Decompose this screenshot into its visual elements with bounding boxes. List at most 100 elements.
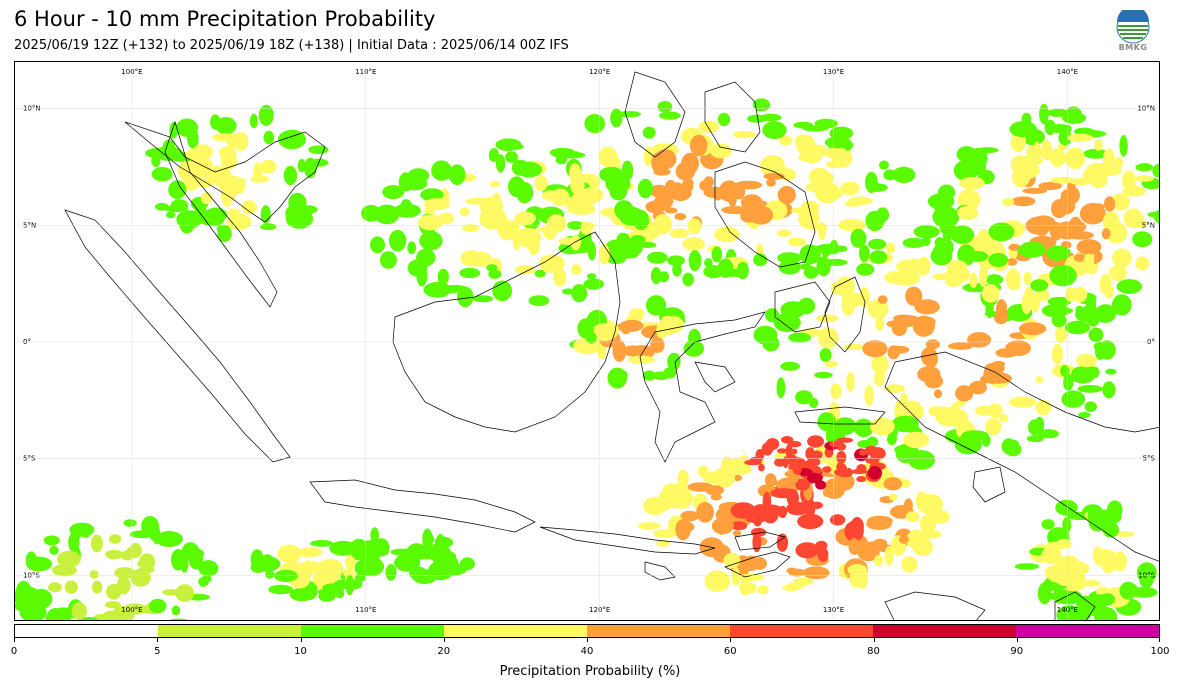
colorbar-tick-label: 80 (867, 646, 880, 657)
colorbar-tick (873, 638, 875, 642)
precipitation-cell (364, 547, 390, 557)
precipitation-cell (1076, 239, 1102, 255)
precipitation-cell (677, 469, 689, 488)
precipitation-cell (790, 207, 810, 214)
precipitation-cell (757, 585, 769, 595)
precipitation-cell (730, 502, 756, 519)
precipitation-cell (175, 584, 195, 602)
precipitation-cell (1037, 582, 1052, 605)
precipitation-cell (687, 482, 714, 492)
colorbar-label: Precipitation Probability (%) (499, 664, 681, 679)
precipitation-cell (869, 250, 888, 264)
precipitation-cell (165, 211, 176, 219)
precipitation-cell (1118, 256, 1129, 268)
precipitation-cell (830, 383, 842, 400)
precipitation-cell (584, 114, 605, 134)
precipitation-cell (201, 574, 212, 583)
precipitation-cell (704, 258, 713, 268)
precipitation-cell (263, 130, 275, 145)
precipitation-cell (104, 601, 121, 609)
precipitation-cell (169, 618, 188, 620)
precipitation-cell (824, 147, 848, 159)
precipitation-cell (987, 403, 1003, 418)
precipitation-cell (903, 431, 930, 449)
precipitation-cell (268, 584, 294, 595)
precipitation-cell (1121, 176, 1136, 189)
precipitation-cell (714, 226, 740, 243)
precipitation-cell (1073, 127, 1095, 136)
precipitation-cell (991, 223, 1011, 239)
precipitation-cell (459, 267, 481, 279)
precipitation-cell (1122, 185, 1146, 197)
precipitation-cell (516, 161, 542, 178)
precipitation-cell (864, 445, 878, 456)
precipitation-cell (859, 287, 870, 308)
precipitation-cell (876, 365, 885, 379)
precipitation-cell (752, 98, 771, 112)
precipitation-cell (819, 348, 832, 362)
precipitation-cell (667, 255, 685, 266)
precipitation-cell (764, 473, 777, 487)
precipitation-cell (137, 572, 151, 581)
precipitation-cell (120, 550, 135, 561)
precipitation-cell (1105, 368, 1117, 375)
precipitation-cell (924, 350, 938, 369)
precipitation-cell (905, 511, 920, 523)
precipitation-cell (704, 570, 731, 592)
precipitation-cell (1008, 243, 1021, 251)
precipitation-cell (534, 175, 548, 191)
precipitation-cell (996, 299, 1008, 321)
precipitation-cell (400, 199, 413, 213)
precipitation-cell (265, 570, 275, 579)
precipitation-cell (902, 237, 926, 248)
precipitation-cell (220, 151, 238, 170)
precipitation-cell (213, 209, 222, 227)
precipitation-cell (15, 592, 28, 604)
precipitation-cell (1075, 305, 1084, 314)
precipitation-cell (1035, 376, 1044, 384)
precipitation-cell (995, 348, 1018, 358)
precipitation-cell (171, 549, 185, 571)
precipitation-cell (934, 389, 942, 399)
precipitation-cell (908, 529, 924, 551)
precipitation-cell (43, 535, 60, 546)
precipitation-cell (431, 160, 452, 181)
precipitation-cell (580, 221, 592, 235)
precipitation-cell (950, 225, 975, 244)
precipitation-cell (728, 193, 737, 207)
precipitation-cell (675, 162, 696, 181)
precipitation-cell (423, 282, 452, 298)
precipitation-cell (932, 206, 960, 228)
precipitation-cell (508, 176, 526, 198)
precipitation-cell (843, 343, 865, 351)
precipitation-cell (470, 251, 492, 267)
precipitation-cell (163, 204, 189, 213)
precipitation-cell (394, 553, 421, 572)
precipitation-cell (215, 117, 237, 135)
precipitation-cell (1053, 587, 1066, 604)
precipitation-cell (829, 126, 854, 140)
precipitation-cell (779, 135, 793, 146)
precipitation-cell (683, 340, 705, 357)
precipitation-cell (815, 469, 823, 474)
precipitation-cell (1049, 265, 1077, 287)
precipitation-cell (787, 237, 807, 247)
colorbar-tick-label: 40 (580, 646, 594, 657)
precipitation-cell (609, 181, 628, 201)
precipitation-cell (765, 308, 780, 323)
precipitation-cell (277, 544, 302, 563)
precipitation-cell (659, 271, 669, 283)
precipitation-cell (873, 538, 888, 548)
precipitation-cell (241, 200, 257, 215)
precipitation-cell (957, 244, 976, 266)
precipitation-cell (629, 235, 646, 244)
precipitation-cell (633, 209, 649, 231)
precipitation-cell (637, 241, 657, 248)
precipitation-cell (343, 568, 356, 577)
precipitation-cell (1130, 587, 1158, 598)
precipitation-cell (361, 204, 382, 222)
precipitation-cell (345, 574, 354, 596)
precipitation-cell (894, 315, 921, 327)
coastlines (64, 71, 1159, 620)
precipitation-cell (864, 384, 874, 406)
